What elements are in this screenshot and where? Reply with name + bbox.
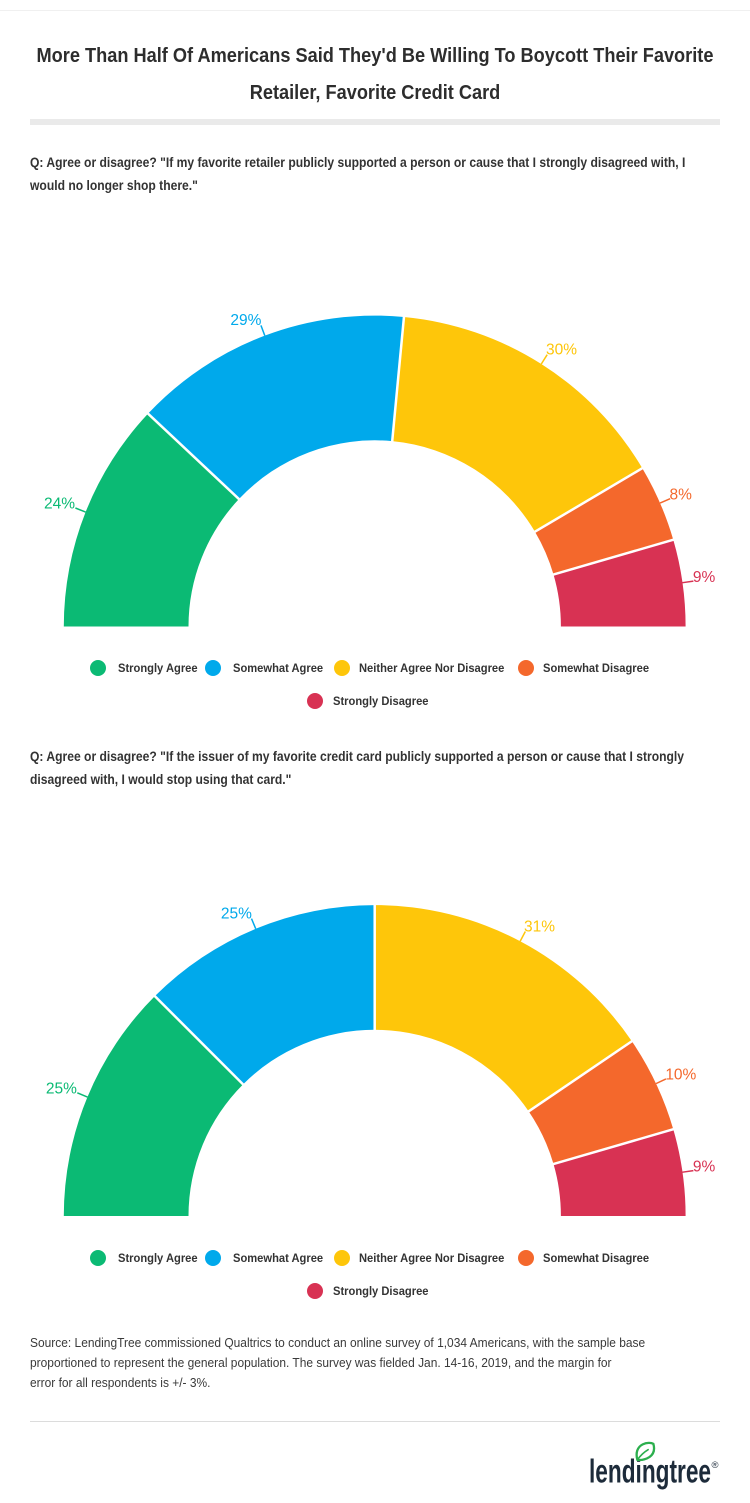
svg-text:9%: 9% <box>693 1159 716 1176</box>
svg-text:10%: 10% <box>665 1067 696 1084</box>
svg-text:31%: 31% <box>524 918 555 935</box>
svg-text:25%: 25% <box>221 905 252 922</box>
svg-text:24%: 24% <box>44 496 75 513</box>
svg-text:8%: 8% <box>670 486 693 503</box>
svg-text:30%: 30% <box>546 342 577 359</box>
svg-text:29%: 29% <box>230 312 261 329</box>
svg-text:®: ® <box>712 1460 719 1471</box>
svg-text:25%: 25% <box>46 1080 77 1097</box>
svg-text:9%: 9% <box>693 569 716 586</box>
svg-text:lendingtree: lendingtree <box>589 1452 711 1489</box>
